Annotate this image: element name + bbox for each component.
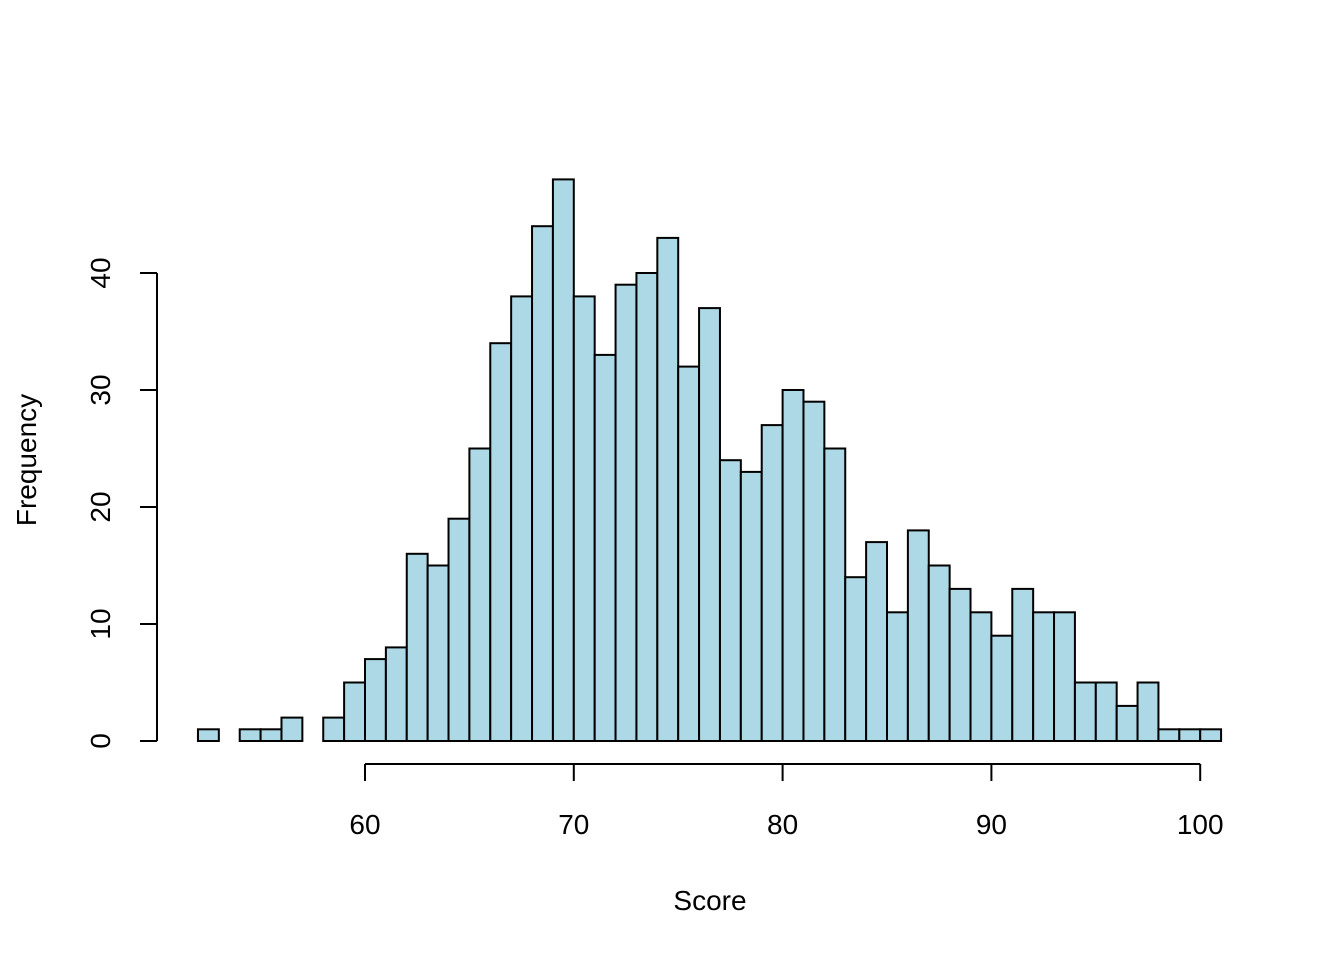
histogram-bar	[551, 178, 575, 742]
histogram-bar	[405, 552, 429, 742]
histogram-bar	[1011, 587, 1035, 743]
x-tick-label: 80	[767, 809, 798, 840]
histogram-bar	[322, 716, 346, 742]
histogram-bar	[364, 658, 387, 742]
x-tick-label: 70	[558, 809, 589, 840]
y-tick-label: 30	[85, 374, 116, 405]
histogram-bar	[844, 576, 868, 743]
histogram-bar	[823, 447, 847, 742]
x-axis-title: Score	[673, 885, 746, 916]
histogram-bar	[802, 400, 826, 742]
histogram-bar	[781, 389, 805, 742]
histogram-bar	[1032, 611, 1056, 742]
histogram-bar	[698, 307, 721, 742]
histogram-bar	[948, 587, 972, 743]
histogram-bar	[677, 365, 701, 742]
histogram-bar	[1094, 681, 1118, 742]
histogram-bar	[510, 295, 534, 742]
histogram-bar	[927, 564, 951, 742]
histogram-bar	[1157, 728, 1181, 742]
y-axis: 0 10 20 30 40	[85, 257, 158, 749]
y-tick-label: 0	[85, 733, 116, 749]
histogram-bar	[865, 541, 888, 742]
histogram-bar	[1136, 681, 1160, 742]
histogram-bar	[489, 342, 513, 742]
histogram-bar	[635, 272, 659, 742]
x-tick-label: 90	[976, 809, 1007, 840]
histogram-bar	[1115, 704, 1139, 743]
histogram-bar	[656, 236, 680, 742]
histogram-bar	[259, 728, 283, 742]
bars-group	[196, 178, 1223, 743]
y-axis-title: Frequency	[11, 394, 42, 526]
histogram-bar	[238, 728, 262, 742]
histogram-bar	[280, 716, 304, 742]
histogram-bar	[1073, 681, 1097, 742]
histogram-bar	[447, 517, 471, 743]
histogram-bar	[718, 459, 742, 742]
histogram-bar	[739, 470, 763, 742]
histogram-bar	[196, 728, 220, 742]
x-tick-label: 100	[1177, 809, 1224, 840]
y-tick-label: 10	[85, 608, 116, 639]
histogram-bar	[593, 353, 617, 742]
histogram-bar	[468, 447, 492, 742]
histogram-bar	[1199, 728, 1223, 742]
x-tick-label: 60	[349, 809, 380, 840]
histogram-bar	[906, 529, 930, 743]
y-tick-label: 40	[85, 257, 116, 288]
histogram-bar	[990, 634, 1014, 743]
histogram-bar	[1053, 611, 1076, 742]
x-axis: 60 70 80 90 100	[349, 763, 1224, 840]
histogram-bar	[760, 424, 784, 742]
histogram-bar	[614, 283, 638, 742]
histogram-bar	[969, 611, 993, 742]
histogram-bar	[384, 646, 408, 743]
histogram-bar	[886, 611, 909, 742]
histogram-bar	[343, 681, 366, 742]
histogram-bar	[426, 564, 450, 742]
y-tick-label: 20	[85, 491, 116, 522]
histogram-bar	[572, 295, 596, 742]
histogram-bar	[1178, 728, 1202, 742]
histogram-bar	[531, 225, 554, 742]
